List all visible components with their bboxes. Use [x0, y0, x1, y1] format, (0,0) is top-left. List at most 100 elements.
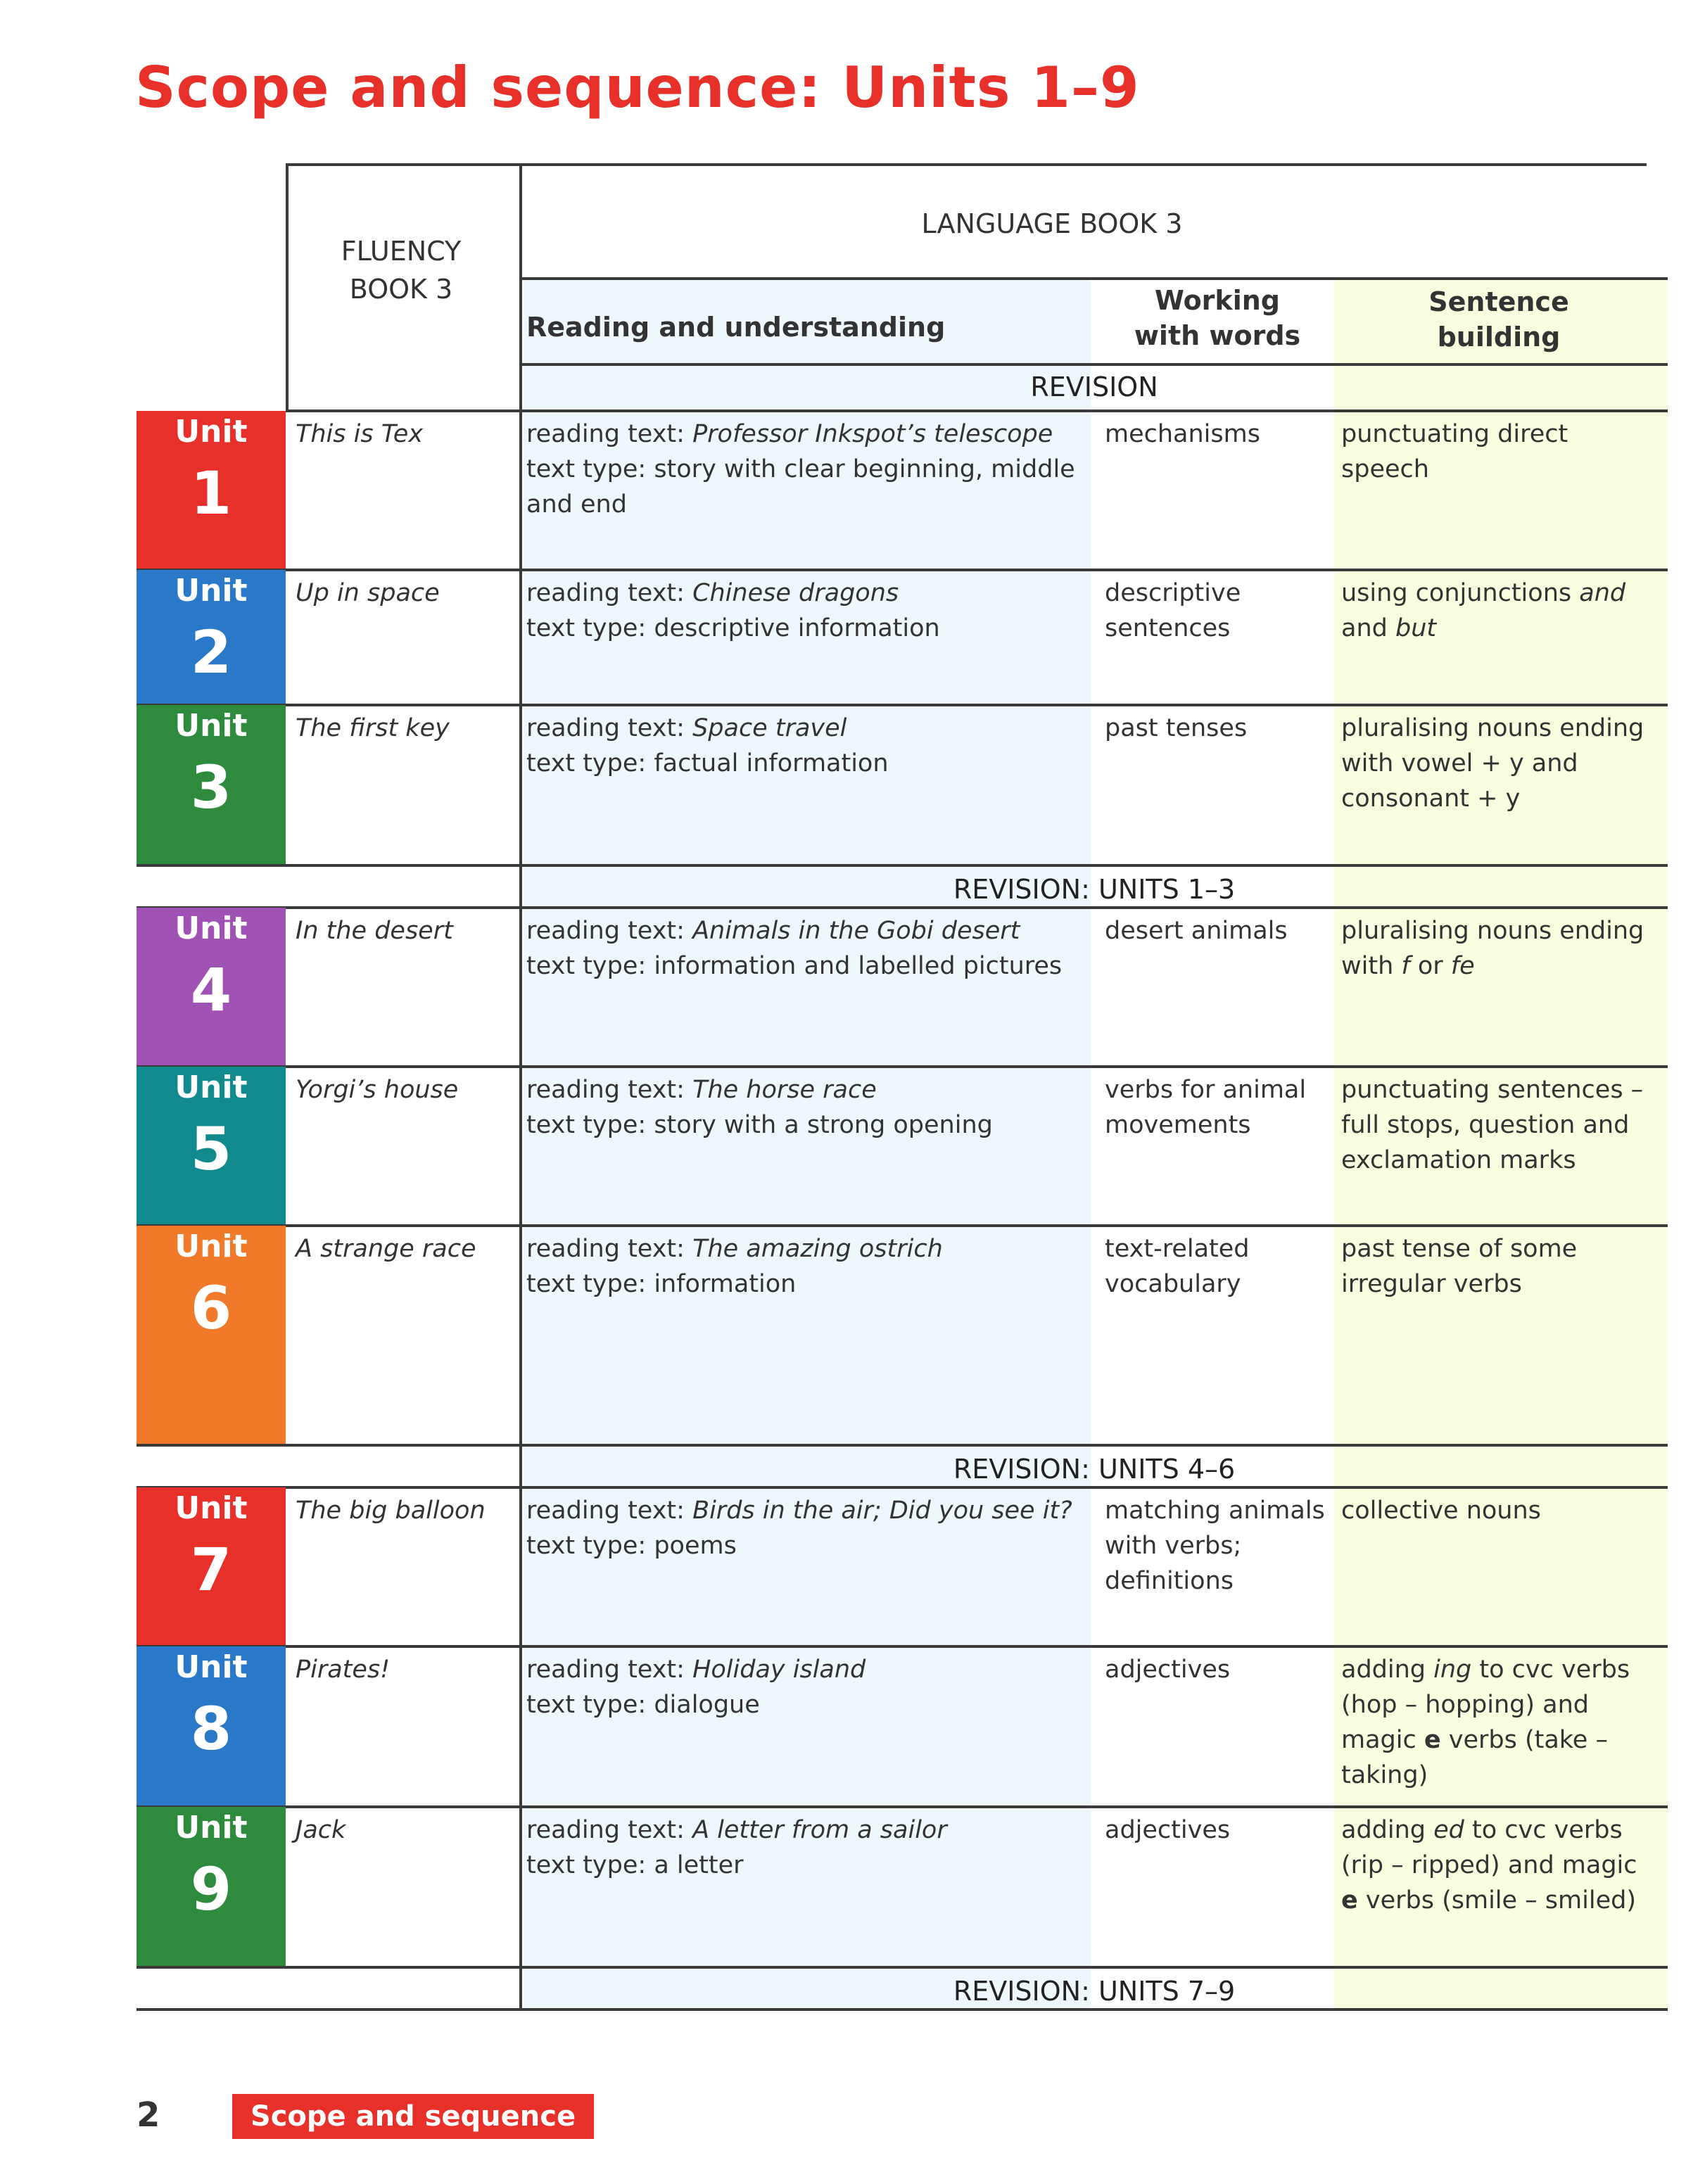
- sentence-text: past tense of some irregular verbs: [1341, 1231, 1651, 1302]
- sentence-segment: to cvc verbs (rip – ripped) and magic: [1341, 1816, 1637, 1879]
- section-footer-label: Scope and sequence: [232, 2094, 594, 2139]
- sentence-segment: verbs (smile – smiled): [1357, 1886, 1636, 1915]
- text-type-value: descriptive information: [654, 614, 940, 642]
- sentence-header: Sentence building: [1428, 286, 1569, 353]
- unit-label: Unit: [175, 573, 248, 609]
- revision-row-label: REVISION: [1030, 372, 1158, 402]
- fluency-text: The big balloon: [296, 1497, 486, 1525]
- unit-number: 4: [190, 956, 232, 1024]
- unit-number: 6: [190, 1274, 232, 1342]
- text-type-value: dialogue: [654, 1691, 760, 1719]
- sentence-segment: e: [1341, 1886, 1358, 1915]
- reading-header: Reading and understanding: [526, 312, 946, 343]
- reading-text: reading text: A letter from a sailor text…: [526, 1812, 1082, 1883]
- sentence-text: collective nouns: [1341, 1493, 1651, 1528]
- text-type-value: a letter: [654, 1851, 744, 1879]
- sentence-segment: and: [1579, 579, 1626, 607]
- fluency-text: Pirates!: [296, 1656, 391, 1684]
- divider: [137, 1645, 1668, 1648]
- unit-label: Unit: [175, 1069, 248, 1105]
- working-header: Working with words: [1134, 285, 1301, 351]
- divider: [137, 1805, 1668, 1808]
- page-number: 2: [137, 2095, 160, 2135]
- unit-badge: Unit 5: [137, 1067, 286, 1226]
- text-type-label: text type:: [526, 614, 654, 642]
- divider: [286, 163, 1647, 166]
- fluency-text: A strange race: [296, 1235, 476, 1263]
- revision-row-label: REVISION: UNITS 1–3: [953, 874, 1236, 905]
- unit-badge: Unit 6: [137, 1226, 286, 1445]
- unit-label: Unit: [175, 910, 248, 946]
- fluency-text: This is Tex: [296, 420, 424, 448]
- sentence-text: adding ing to cvc verbs (hop – hopping) …: [1341, 1652, 1651, 1793]
- divider: [137, 569, 1668, 571]
- revision-row-label: REVISION: UNITS 4–6: [953, 1454, 1236, 1485]
- unit-label: Unit: [175, 1810, 248, 1846]
- reading-title: Animals in the Gobi desert: [692, 917, 1020, 945]
- text-type-label: text type:: [526, 1111, 654, 1139]
- sentence-segment: f: [1401, 952, 1410, 980]
- reading-label: reading text:: [526, 1076, 693, 1104]
- unit-label: Unit: [175, 414, 248, 450]
- unit-number: 5: [190, 1115, 232, 1183]
- reading-title: Chinese dragons: [692, 579, 899, 607]
- reading-label: reading text:: [526, 420, 693, 448]
- unit-badge: Unit 8: [137, 1646, 286, 1807]
- reading-title: Holiday island: [692, 1656, 866, 1684]
- text-type-label: text type:: [526, 1532, 654, 1560]
- divider: [137, 864, 1668, 867]
- sentence-segment: using conjunctions: [1341, 579, 1580, 607]
- sentence-text: punctuating direct speech: [1341, 417, 1651, 487]
- divider: [286, 165, 289, 411]
- reading-title: The amazing ostrich: [692, 1235, 943, 1263]
- sentence-segment: ing: [1433, 1656, 1472, 1684]
- fluency-text: Yorgi’s house: [296, 1076, 459, 1104]
- text-type-value: information and labelled pictures: [654, 952, 1063, 980]
- text-type-value: story with a strong opening: [654, 1111, 993, 1139]
- working-text: mechanisms: [1105, 420, 1260, 448]
- unit-number: 1: [190, 459, 232, 528]
- unit-label: Unit: [175, 708, 248, 744]
- divider: [137, 2008, 1668, 2011]
- sentence-segment: pluralising nouns ending with vowel + y …: [1341, 714, 1644, 813]
- reading-label: reading text:: [526, 1816, 693, 1844]
- working-text: verbs for animal movements: [1105, 1076, 1307, 1139]
- working-text: text-related vocabulary: [1105, 1235, 1250, 1298]
- sentence-text: using conjunctions and and but: [1341, 576, 1651, 646]
- fluency-text: Up in space: [296, 579, 440, 607]
- sentence-segment: to cvc verbs (hop – hopping) and magic: [1341, 1656, 1630, 1754]
- reading-text: reading text: Animals in the Gobi desert…: [526, 913, 1082, 984]
- unit-label: Unit: [175, 1649, 248, 1685]
- working-text: matching animals with verbs; definitions: [1105, 1497, 1325, 1595]
- sentence-segment: past tense of some irregular verbs: [1341, 1235, 1578, 1298]
- fluency-text: The first key: [296, 714, 450, 742]
- reading-label: reading text:: [526, 917, 693, 945]
- sentence-segment: punctuating direct speech: [1341, 420, 1568, 483]
- sentence-segment: ed: [1433, 1816, 1464, 1844]
- unit-badge: Unit 1: [137, 411, 286, 570]
- reading-text: reading text: Chinese dragons text type: …: [526, 576, 1082, 646]
- sentence-column-bg: [1334, 280, 1668, 2010]
- page-title: Scope and sequence: Units 1–9: [135, 55, 1140, 120]
- sentence-text: punctuating sentences – full stops, ques…: [1341, 1072, 1651, 1178]
- reading-title: Space travel: [692, 714, 847, 742]
- unit-number: 2: [190, 618, 232, 687]
- reading-title: Birds in the air; Did you see it?: [692, 1497, 1072, 1525]
- working-text: adjectives: [1105, 1656, 1231, 1684]
- text-type-label: text type:: [526, 749, 654, 777]
- sentence-segment: fe: [1450, 952, 1475, 980]
- reading-label: reading text:: [526, 1656, 693, 1684]
- sentence-segment: or: [1409, 952, 1451, 980]
- divider: [521, 277, 1668, 280]
- sentence-segment: verbs (take – taking): [1341, 1726, 1608, 1789]
- reading-text: reading text: Birds in the air; Did you …: [526, 1493, 1082, 1563]
- text-type-label: text type:: [526, 1691, 654, 1719]
- fluency-text: In the desert: [296, 917, 453, 945]
- divider: [519, 165, 522, 2011]
- text-type-value: poems: [654, 1532, 737, 1560]
- sentence-segment: adding: [1341, 1656, 1434, 1684]
- unit-number: 7: [190, 1535, 232, 1604]
- reading-text: reading text: Holiday island text type: d…: [526, 1652, 1082, 1722]
- language-header: LANGUAGE BOOK 3: [921, 208, 1183, 239]
- reading-title: The horse race: [692, 1076, 877, 1104]
